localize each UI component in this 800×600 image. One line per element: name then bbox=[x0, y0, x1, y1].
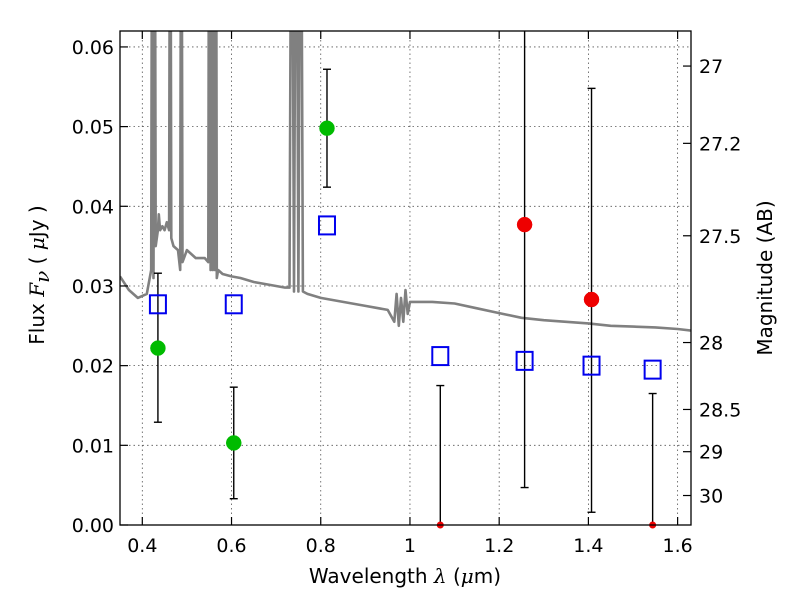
model-flux-square bbox=[317, 215, 336, 236]
y2-tick-label: 27.2 bbox=[699, 133, 741, 155]
plot-background bbox=[120, 31, 691, 525]
y-tick-label: 0.05 bbox=[72, 117, 114, 139]
y-tick-label: 0.03 bbox=[72, 276, 114, 298]
x-tick-label: 1.6 bbox=[663, 535, 693, 557]
model-flux-square bbox=[582, 355, 601, 376]
axis-ticks: 0.4 0.6 0.8 1 1.2 1.4 1.6 0.00 0.01 0.02 0.03 0.04 0… bbox=[72, 31, 741, 557]
y2-tick-label: 27 bbox=[699, 56, 723, 78]
y2-tick-label: 30 bbox=[699, 486, 723, 508]
y2-tick-label: 27.5 bbox=[699, 226, 741, 248]
y-axis-title: Flux Fν ( μJy ) bbox=[25, 205, 54, 344]
x-tick-label: 0.4 bbox=[127, 535, 157, 557]
y-tick-label: 0.00 bbox=[72, 515, 114, 537]
y2-axis-title: Magnitude (AB) bbox=[753, 200, 777, 355]
model-flux-square bbox=[148, 294, 167, 315]
measured-flux-point bbox=[150, 340, 166, 356]
x-tick-label: 0.8 bbox=[306, 535, 336, 557]
y-tick-label: 0.01 bbox=[72, 435, 114, 457]
measured-flux-point bbox=[583, 291, 600, 308]
x-tick-label: 1.2 bbox=[484, 535, 514, 557]
y2-tick-label: 28.5 bbox=[699, 399, 741, 421]
plot-area bbox=[120, 31, 691, 332]
y2-tick-label: 28 bbox=[699, 333, 723, 355]
model-flux-square bbox=[431, 346, 450, 367]
model-flux-square bbox=[643, 359, 662, 380]
x-tick-label: 1.4 bbox=[573, 535, 603, 557]
model-flux-square bbox=[224, 294, 243, 315]
plot-frame bbox=[119, 30, 692, 526]
measured-flux-point bbox=[319, 120, 335, 136]
y-tick-label: 0.06 bbox=[72, 37, 114, 59]
y2-tick-label: 29 bbox=[699, 442, 723, 464]
template-spectrum-line bbox=[120, 31, 691, 332]
measured-flux-point bbox=[516, 216, 533, 233]
y-tick-label: 0.04 bbox=[72, 196, 114, 218]
model-flux-square bbox=[515, 350, 534, 371]
measured-flux-point bbox=[226, 435, 242, 451]
data-marks bbox=[148, 31, 662, 529]
y-tick-label: 0.02 bbox=[72, 356, 114, 378]
x-axis-title: Wavelength λ (μm) bbox=[309, 564, 501, 588]
x-tick-label: 0.6 bbox=[216, 535, 246, 557]
x-tick-label: 1 bbox=[404, 535, 416, 557]
